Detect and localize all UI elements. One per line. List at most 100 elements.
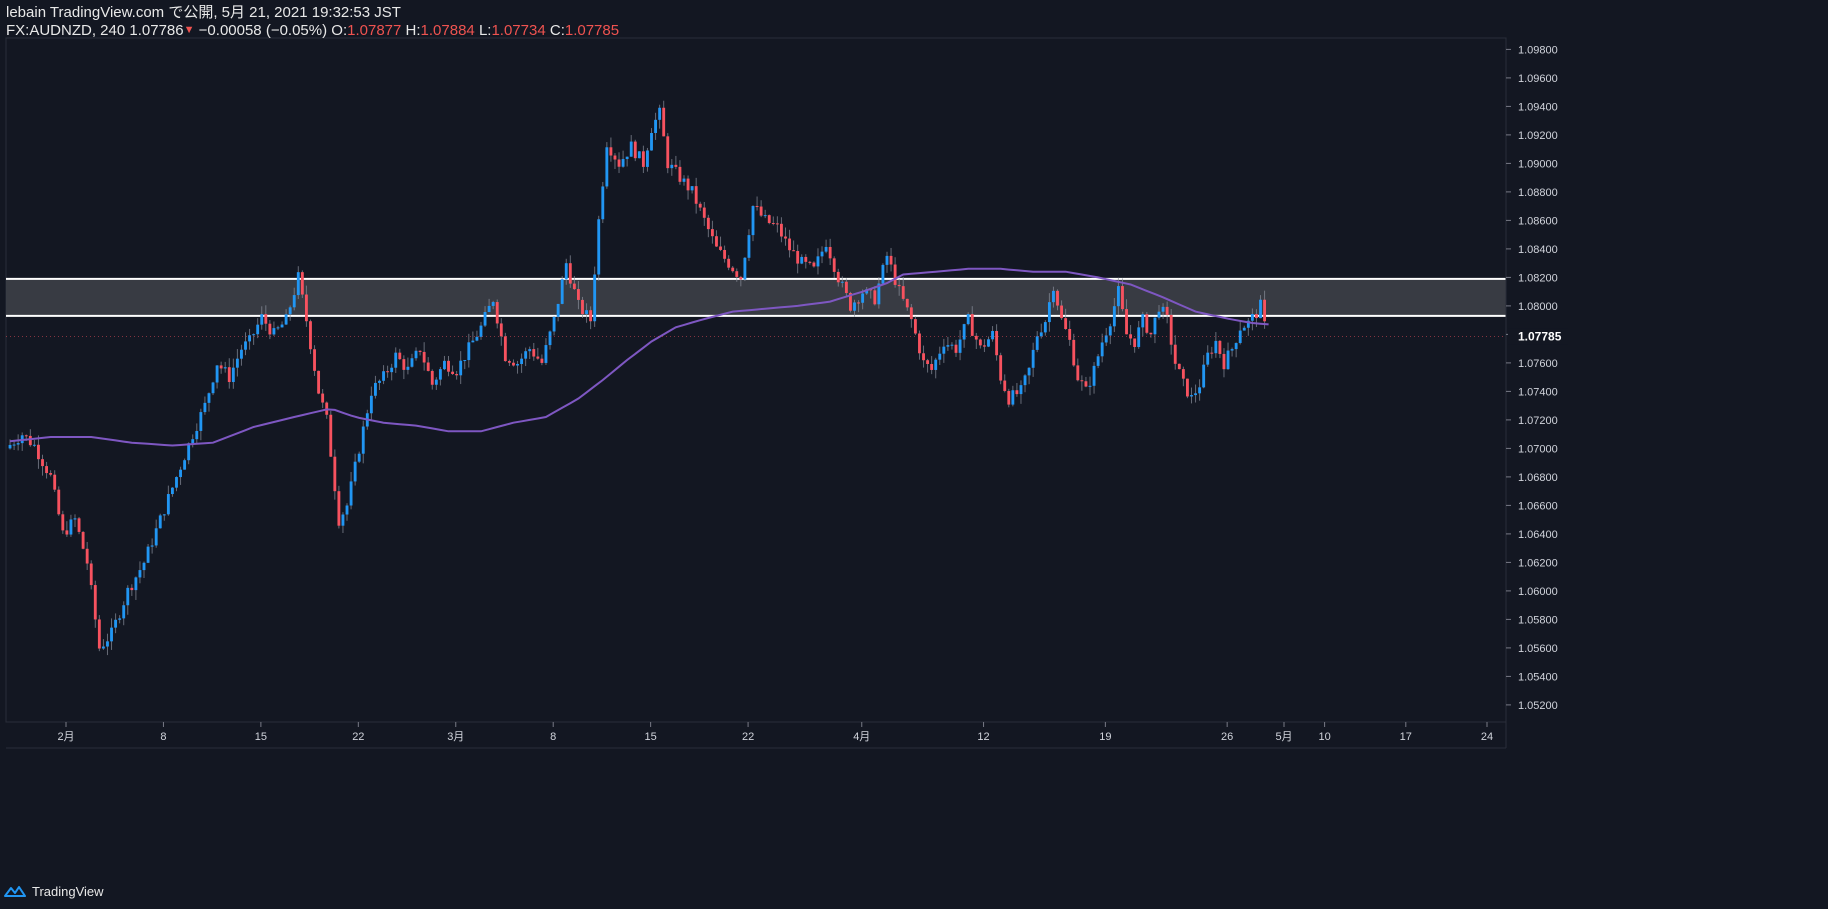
candle-body <box>861 293 865 303</box>
candle-body <box>264 314 268 324</box>
price-tick-label: 1.05800 <box>1518 614 1558 626</box>
candle-body <box>321 393 325 403</box>
candle-body <box>292 295 296 308</box>
candle-body <box>272 328 276 335</box>
candle-body <box>150 545 154 547</box>
candle-body <box>1108 326 1112 336</box>
price-tick-label: 1.06000 <box>1518 586 1558 598</box>
price-tick-label: 1.05200 <box>1518 700 1558 712</box>
open-value: 1.07877 <box>347 22 402 39</box>
candle-body <box>922 353 925 361</box>
candle-body <box>983 345 986 347</box>
candle-body <box>37 444 40 460</box>
time-tick-label: 4月 <box>853 731 870 743</box>
candle-body <box>853 302 856 311</box>
high-label: H: <box>405 22 421 39</box>
price-tick-label: 1.07200 <box>1518 415 1558 427</box>
time-tick-label: 15 <box>645 731 657 743</box>
candle-body <box>1133 338 1137 347</box>
candle-body <box>621 159 625 167</box>
candle-body <box>353 461 357 482</box>
candle-body <box>1015 390 1019 395</box>
candle-body <box>467 342 471 361</box>
candle-body <box>1198 387 1202 394</box>
candle-body <box>958 339 962 353</box>
candle-body <box>654 119 657 133</box>
candle-body <box>1137 327 1141 347</box>
candle-body <box>495 302 499 324</box>
candle-body <box>158 515 162 529</box>
candle-body <box>893 264 897 285</box>
time-tick-label: 8 <box>550 731 556 743</box>
candle-body <box>1027 367 1031 376</box>
candle-body <box>390 367 394 373</box>
candle-body <box>784 236 787 239</box>
candle-body <box>857 302 860 304</box>
candle-body <box>552 316 556 332</box>
price-tick-label: 1.06600 <box>1518 500 1558 512</box>
candle-body <box>824 246 828 252</box>
candle-body <box>800 256 804 264</box>
candle-body <box>231 367 235 383</box>
candle-body <box>1230 349 1234 351</box>
price-axis[interactable]: 1.05200 1.05400 1.05600 1.05800 1.06000 1.062… <box>1505 38 1558 748</box>
time-axis[interactable]: 2月 8 15 22 3月 8 15 22 4月 12 19 26 5月 10 17 24 <box>57 722 1493 743</box>
candle-body <box>337 491 341 526</box>
candle-body <box>808 261 812 263</box>
candle-body <box>832 258 836 272</box>
candle-body <box>1238 330 1242 344</box>
candle-body <box>516 364 519 366</box>
candle-body <box>483 312 487 326</box>
candle-body <box>593 274 597 322</box>
candle-body <box>662 107 666 137</box>
price-tick-label: 1.08600 <box>1518 215 1558 227</box>
candle-body <box>1035 336 1039 350</box>
branding[interactable]: TradingView <box>4 880 104 902</box>
candle-body <box>601 186 605 220</box>
candle-body <box>942 346 946 354</box>
candle-body <box>775 223 779 225</box>
candle-body <box>605 147 609 187</box>
candle-body <box>8 444 12 449</box>
candle-body <box>114 619 118 628</box>
candle-body <box>1056 290 1059 306</box>
candle-body <box>995 330 999 356</box>
candle-body <box>974 335 978 340</box>
candle-body <box>171 487 174 495</box>
candle-body <box>252 334 256 336</box>
publisher-line: lebain TradingView.com で公開, 5月 21, 2021 … <box>6 4 401 21</box>
candle-body <box>162 514 166 516</box>
candle-body <box>804 256 808 262</box>
candle-body <box>77 518 81 532</box>
candle-body <box>690 186 694 191</box>
candle-body <box>300 272 304 295</box>
low-value: 1.07734 <box>491 22 546 39</box>
candle-body <box>568 263 572 284</box>
symbol-label[interactable]: FX:AUDNZD, 240 <box>6 22 126 39</box>
candle-body <box>625 156 629 160</box>
candle-body <box>739 276 743 280</box>
candle-body <box>1222 353 1226 370</box>
candle-body <box>747 235 751 258</box>
candle-body <box>227 367 231 383</box>
candle-body <box>840 281 844 283</box>
candle-body <box>1068 328 1072 340</box>
candle-body <box>69 519 73 535</box>
candle-body <box>589 310 593 322</box>
candle-body <box>447 360 450 372</box>
brand-name: TradingView <box>32 883 104 899</box>
price-tick-label: 1.05400 <box>1518 671 1558 683</box>
candle-body <box>398 352 402 360</box>
price-tick-label: 1.09000 <box>1518 158 1558 170</box>
candle-body <box>1226 350 1230 370</box>
chart-header: lebain TradingView.com で公開, 5月 21, 2021 … <box>6 4 619 41</box>
candle-body <box>930 364 934 370</box>
candle-body <box>1096 356 1100 366</box>
candle-body <box>138 570 142 578</box>
candle-body <box>512 362 515 366</box>
price-tick-label: 1.06200 <box>1518 557 1558 569</box>
candle-body <box>1250 314 1254 321</box>
candle-body <box>556 303 560 317</box>
candle-body <box>820 251 824 257</box>
